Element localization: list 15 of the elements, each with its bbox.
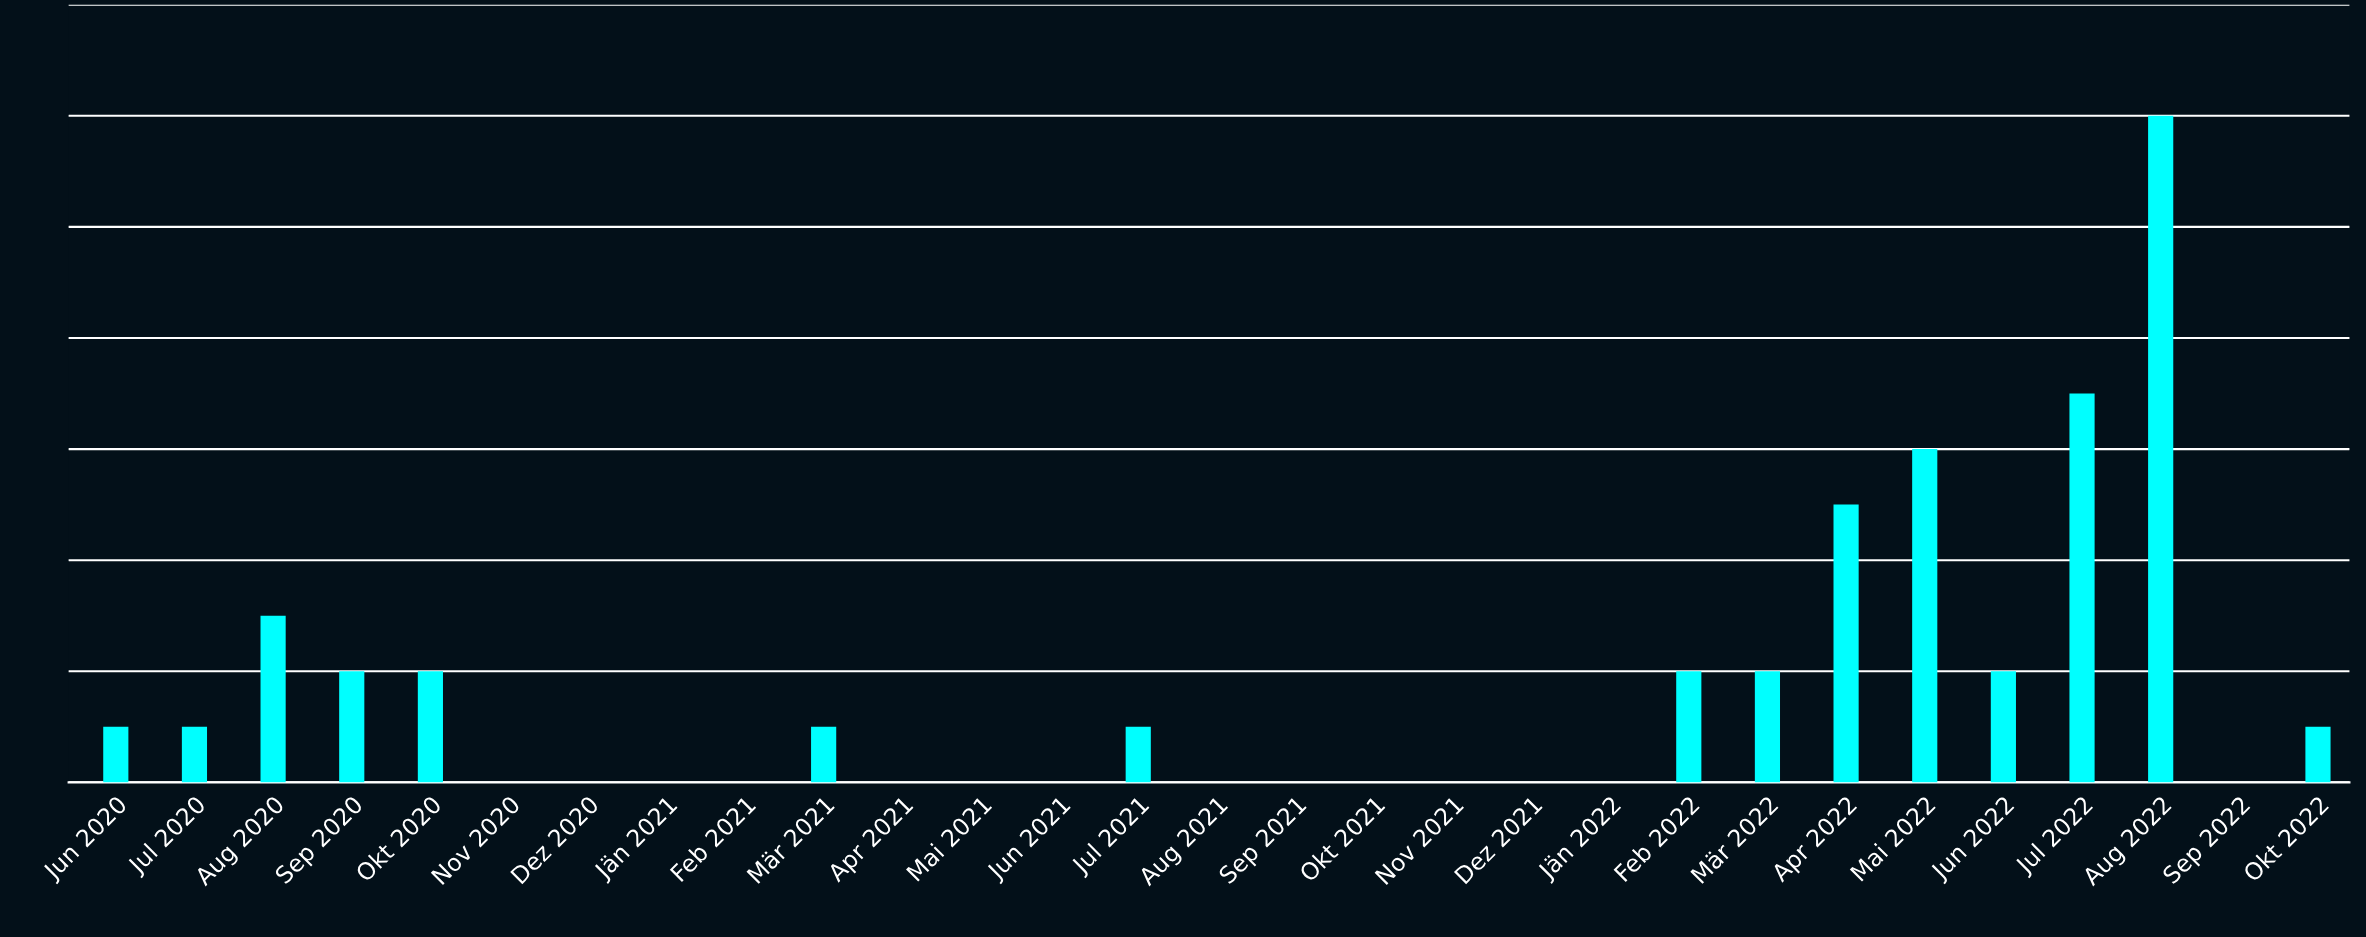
bar [2148,115,2174,783]
bar [2069,393,2095,783]
bar [1990,671,2016,783]
bar [1754,671,1781,783]
bar [103,726,129,783]
bar [417,671,443,783]
bar [1833,504,1859,783]
bar [1912,449,1938,783]
bar [260,615,286,783]
bar [1676,671,1702,783]
bar [1125,726,1151,783]
bar [2305,726,2331,783]
bar [181,726,208,783]
bar [811,726,837,783]
bar [339,671,365,783]
